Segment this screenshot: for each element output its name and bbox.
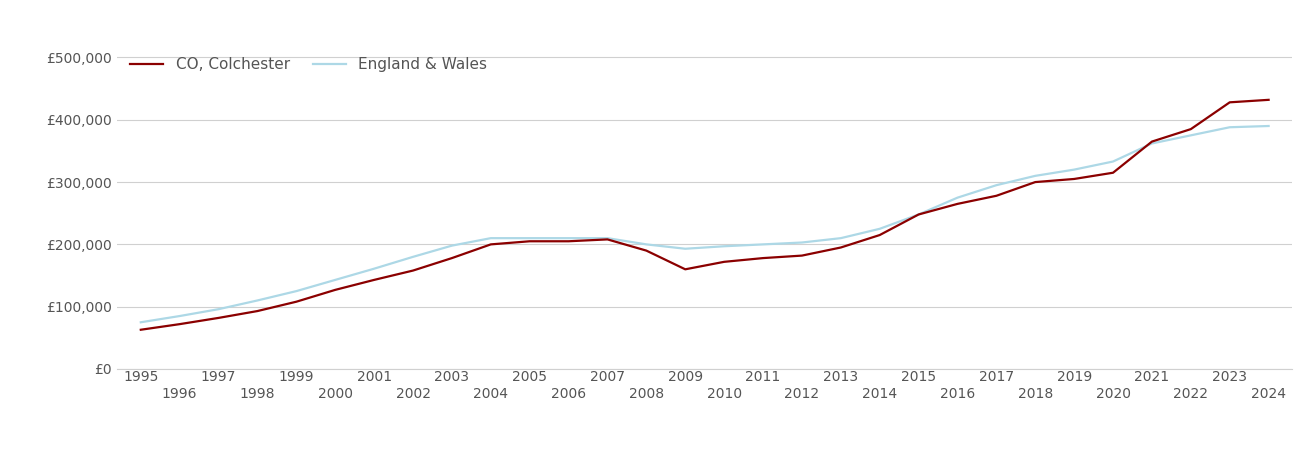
Line: CO, Colchester: CO, Colchester: [141, 100, 1268, 330]
CO, Colchester: [756, 256, 771, 261]
CO, Colchester: [405, 268, 420, 273]
England & Wales: [405, 254, 420, 260]
CO, Colchester: [328, 287, 343, 292]
England & Wales: [1221, 125, 1237, 130]
England & Wales: [561, 235, 577, 241]
England & Wales: [872, 226, 887, 231]
Line: England & Wales: England & Wales: [141, 126, 1268, 322]
CO, Colchester: [1144, 139, 1160, 144]
England & Wales: [638, 242, 654, 247]
CO, Colchester: [367, 277, 382, 283]
CO, Colchester: [249, 308, 265, 314]
England & Wales: [1144, 141, 1160, 146]
CO, Colchester: [911, 212, 927, 217]
England & Wales: [833, 235, 848, 241]
CO, Colchester: [133, 327, 149, 333]
CO, Colchester: [444, 256, 459, 261]
Legend: CO, Colchester, England & Wales: CO, Colchester, England & Wales: [125, 53, 492, 77]
CO, Colchester: [561, 238, 577, 244]
England & Wales: [1261, 123, 1276, 129]
England & Wales: [1027, 173, 1043, 179]
England & Wales: [172, 313, 188, 319]
CO, Colchester: [1184, 126, 1199, 132]
CO, Colchester: [1105, 170, 1121, 176]
CO, Colchester: [1221, 99, 1237, 105]
England & Wales: [133, 320, 149, 325]
CO, Colchester: [638, 248, 654, 253]
England & Wales: [210, 306, 226, 312]
CO, Colchester: [288, 299, 304, 304]
England & Wales: [288, 288, 304, 294]
England & Wales: [483, 235, 499, 241]
England & Wales: [1105, 159, 1121, 164]
England & Wales: [911, 212, 927, 217]
CO, Colchester: [1027, 180, 1043, 185]
England & Wales: [367, 266, 382, 271]
CO, Colchester: [950, 201, 966, 207]
England & Wales: [989, 183, 1005, 188]
England & Wales: [1066, 167, 1082, 172]
England & Wales: [677, 246, 693, 252]
CO, Colchester: [989, 193, 1005, 198]
England & Wales: [522, 235, 538, 241]
England & Wales: [249, 298, 265, 303]
CO, Colchester: [795, 253, 810, 258]
CO, Colchester: [872, 232, 887, 238]
CO, Colchester: [677, 266, 693, 272]
England & Wales: [716, 243, 732, 249]
CO, Colchester: [483, 242, 499, 247]
CO, Colchester: [1066, 176, 1082, 182]
CO, Colchester: [599, 237, 615, 242]
England & Wales: [756, 242, 771, 247]
England & Wales: [795, 240, 810, 245]
England & Wales: [599, 235, 615, 241]
CO, Colchester: [716, 259, 732, 265]
England & Wales: [950, 195, 966, 200]
CO, Colchester: [172, 321, 188, 327]
CO, Colchester: [522, 238, 538, 244]
CO, Colchester: [210, 315, 226, 320]
CO, Colchester: [1261, 97, 1276, 103]
England & Wales: [1184, 133, 1199, 138]
England & Wales: [444, 243, 459, 248]
CO, Colchester: [833, 245, 848, 250]
England & Wales: [328, 277, 343, 283]
